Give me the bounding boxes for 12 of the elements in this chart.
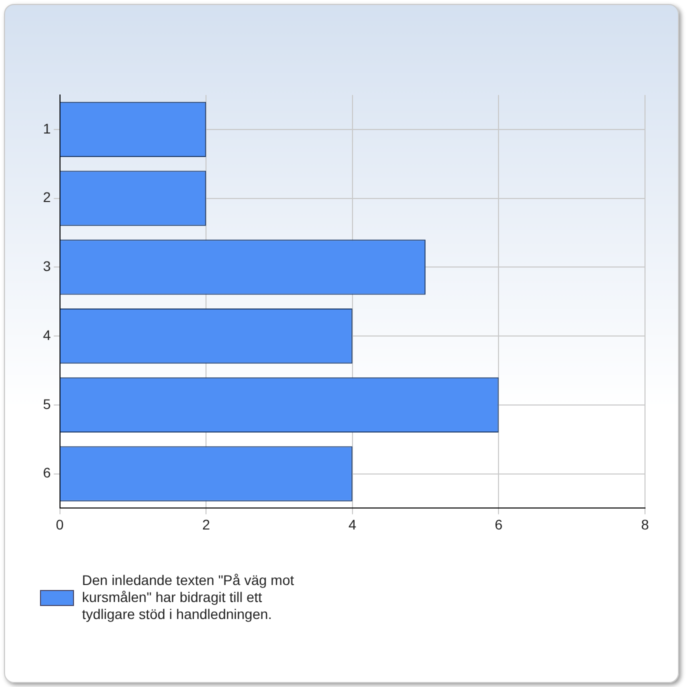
x-tick-label: 2 (202, 516, 210, 532)
y-tick-label: 3 (42, 258, 51, 274)
x-tick-label: 0 (56, 516, 64, 532)
y-tick-label: 6 (42, 464, 51, 481)
y-tick-label: 2 (42, 189, 51, 206)
x-tick-label: 4 (348, 516, 356, 532)
x-tick-label: 8 (641, 516, 650, 532)
y-tick-label: 1 (42, 120, 51, 136)
text: Den inledande texten "På väg mot kursmålen" har bidragit till ett tydligare stöd i handledningen. (82, 572, 294, 623)
y-tick-label: 5 (42, 396, 51, 412)
y-tick-label: 4 (42, 326, 51, 343)
x-tick-label: 6 (494, 516, 503, 532)
